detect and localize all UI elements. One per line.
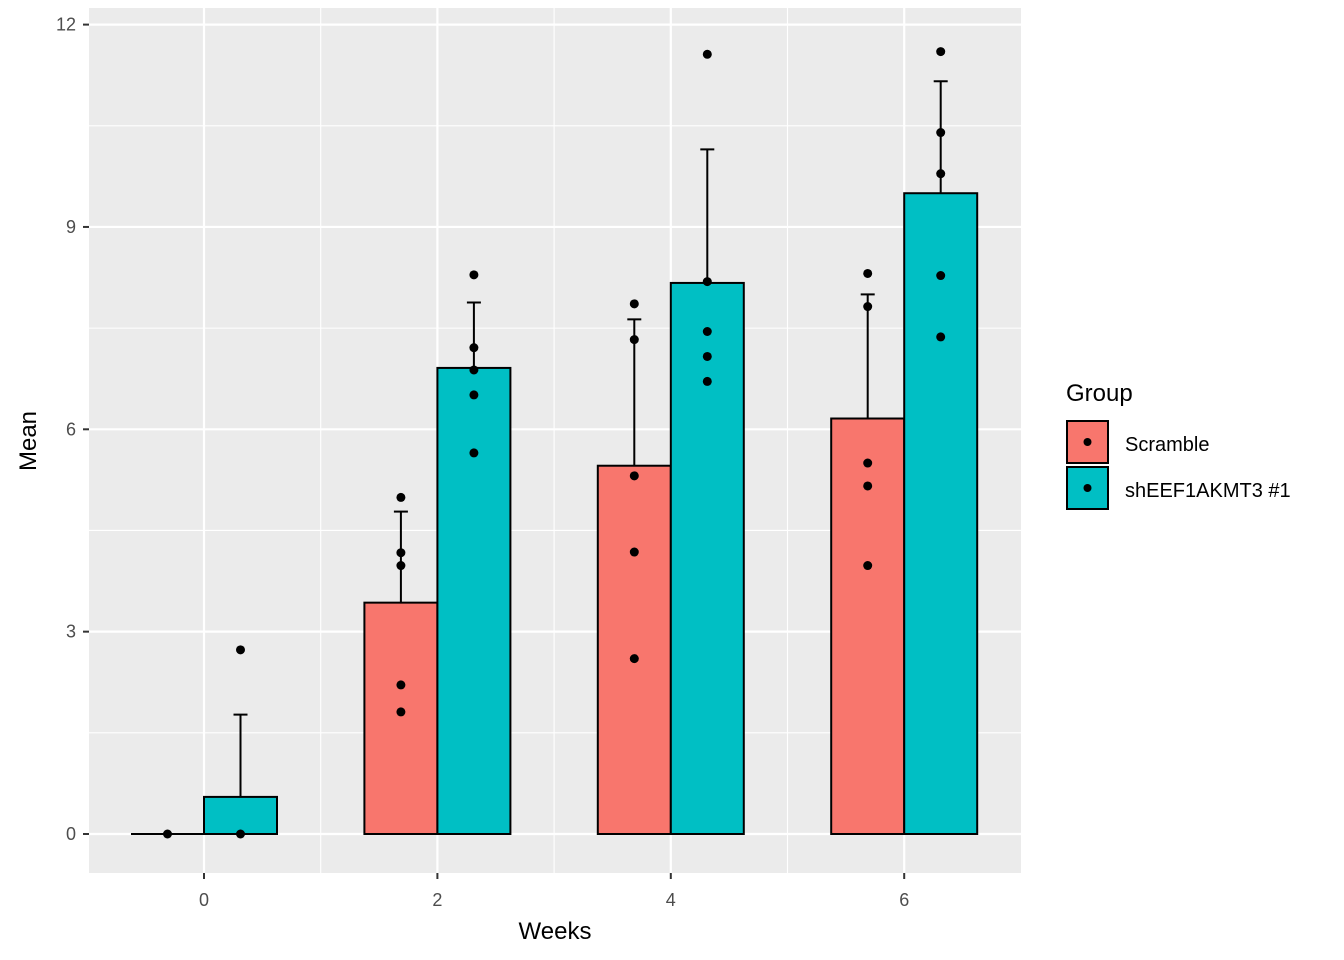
point-scramble-week-6: [863, 481, 873, 491]
x-tick-label: 6: [899, 890, 909, 910]
x-tick-label: 2: [432, 890, 442, 910]
point-sheef1akmt3-1-week-2: [469, 343, 479, 353]
point-sheef1akmt3-1-week-2: [469, 365, 479, 375]
bar-scramble-week-6: [830, 417, 906, 835]
y-tick-label: 0: [66, 824, 76, 844]
x-tick-label: 0: [199, 890, 209, 910]
point-scramble-week-4: [629, 471, 639, 481]
point-scramble-week-6: [863, 458, 873, 468]
legend-key-point-sheef1akmt3: [1083, 484, 1092, 492]
bar-scramble-week-4: [596, 464, 672, 835]
x-axis: 0 2 4 6: [199, 873, 909, 910]
legend-label-scramble: Scramble: [1125, 434, 1209, 456]
bar-sheef1akmt3-1-week-4: [669, 281, 745, 836]
point-scramble-week-4: [629, 335, 639, 345]
bar-sheef1akmt3-1-week-6: [903, 192, 979, 836]
point-sheef1akmt3-1-week-4: [702, 351, 712, 361]
y-axis: 0 3 6 9 12: [56, 15, 89, 844]
bars: [131, 192, 979, 836]
point-sheef1akmt3-1-week-6: [936, 128, 946, 138]
point-scramble-week-6: [863, 561, 873, 571]
bar-sheef1akmt3-1-week-2: [436, 366, 512, 835]
point-scramble-week-2: [396, 548, 406, 558]
point-scramble-week-2: [396, 680, 406, 690]
y-tick-label: 3: [66, 622, 76, 642]
legend-item-scramble: Scramble: [1066, 420, 1209, 464]
x-tick-label: 4: [666, 890, 676, 910]
point-sheef1akmt3-1-week-6: [936, 169, 946, 179]
point-sheef1akmt3-1-week-4: [702, 376, 712, 386]
legend: Group Scramble shEEF1AKMT3 #1: [1066, 380, 1291, 510]
y-tick-label: 12: [56, 15, 76, 35]
grid-minor: [89, 8, 1021, 873]
y-axis-title: Mean: [15, 411, 42, 471]
point-scramble-week-2: [396, 561, 406, 571]
point-scramble-week-4: [629, 299, 639, 309]
legend-key-point-scramble: [1083, 438, 1092, 446]
point-sheef1akmt3-1-week-4: [702, 326, 712, 336]
point-scramble-week-6: [863, 302, 873, 312]
legend-label-sheef1akmt3: shEEF1AKMT3 #1: [1125, 480, 1291, 502]
point-sheef1akmt3-1-week-2: [469, 448, 479, 458]
point-sheef1akmt3-1-week-6: [936, 271, 946, 281]
point-sheef1akmt3-1-week-2: [469, 270, 479, 280]
point-scramble-week-2: [396, 492, 406, 502]
point-sheef1akmt3-1-week-2: [469, 390, 479, 400]
data-points: [163, 47, 946, 839]
point-scramble-week-6: [863, 268, 873, 278]
y-tick-label: 9: [66, 217, 76, 237]
point-sheef1akmt3-1-week-6: [936, 47, 946, 57]
legend-item-sheef1akmt3: shEEF1AKMT3 #1: [1066, 466, 1291, 510]
point-sheef1akmt3-1-week-4: [702, 49, 712, 59]
legend-title: Group: [1066, 380, 1133, 407]
point-sheef1akmt3-1-week-4: [702, 277, 712, 287]
x-axis-title: Weeks: [519, 918, 592, 945]
point-sheef1akmt3-1-week-6: [936, 332, 946, 342]
y-tick-label: 6: [66, 419, 76, 439]
point-scramble-week-4: [629, 547, 639, 557]
point-sheef1akmt3-1-week-0: [236, 645, 245, 655]
point-scramble-week-0: [163, 829, 172, 839]
bar-sheef1akmt3-1-week-0: [203, 795, 278, 836]
point-sheef1akmt3-1-week-0: [236, 829, 245, 839]
point-scramble-week-4: [629, 654, 639, 664]
bar-scramble-week-2: [363, 601, 439, 835]
point-scramble-week-2: [396, 707, 406, 717]
